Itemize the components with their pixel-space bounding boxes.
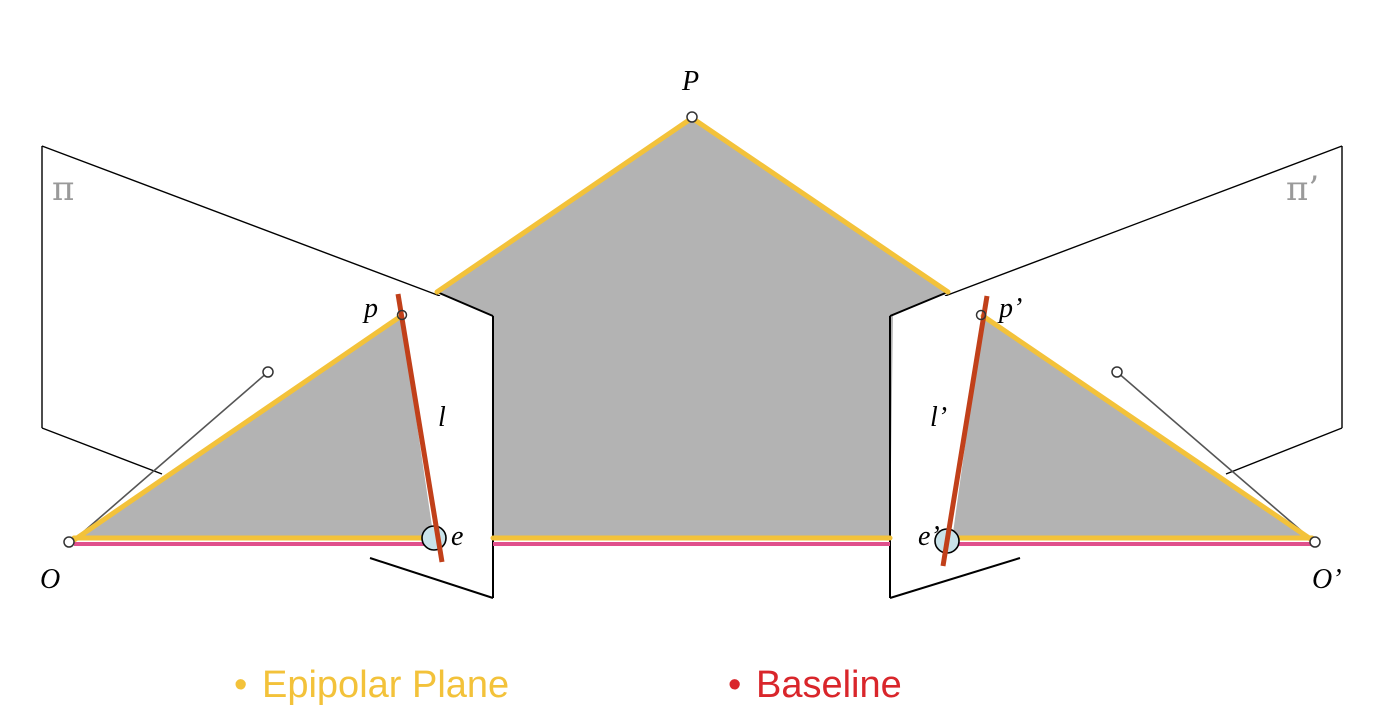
epipolar-plane-center — [437, 118, 948, 540]
label-P: P — [681, 66, 699, 97]
camera-center-O — [63, 536, 75, 548]
right-optical-axis — [1116, 371, 1313, 541]
legend-baseline: Baseline — [756, 664, 902, 706]
left-image-plane-edges — [369, 291, 494, 599]
camera-center-O-prime — [1309, 536, 1321, 548]
label-O: O — [40, 564, 60, 595]
left-epipole — [421, 525, 447, 551]
point-p — [396, 309, 408, 321]
left-epipolar-line — [395, 293, 445, 563]
right-principal-point — [1111, 366, 1123, 378]
legend-epipolar-plane-bullet: • — [234, 664, 247, 706]
right-image-plane-edges — [889, 291, 1021, 599]
point-p-prime — [975, 309, 987, 321]
left-image-plane-back — [41, 145, 441, 475]
right-epipolar-line — [940, 295, 990, 567]
legend-baseline-bullet: • — [728, 664, 741, 706]
point-P — [686, 111, 698, 123]
label-O-prime: O’ — [1312, 564, 1342, 595]
legend-epipolar-plane: Epipolar Plane — [262, 664, 509, 706]
label-l-prime: l’ — [930, 402, 947, 433]
label-e-prime: e’ — [918, 521, 940, 552]
label-l: l — [438, 402, 446, 433]
label-e: e — [451, 521, 463, 552]
epipolar-plane-left-triangle — [74, 316, 434, 540]
label-p-prime: p’ — [997, 293, 1022, 324]
label-pi: π — [52, 169, 74, 209]
label-p: p — [362, 293, 378, 324]
left-principal-point — [262, 366, 274, 378]
left-optical-axis — [73, 371, 269, 541]
epipolar-plane-right-triangle — [952, 316, 1312, 540]
legend: • Epipolar Plane • Baseline — [234, 664, 902, 706]
label-pi-prime: π’ — [1286, 169, 1319, 209]
epipolar-plane-edges — [71, 115, 1315, 543]
right-image-plane-back — [944, 145, 1343, 475]
